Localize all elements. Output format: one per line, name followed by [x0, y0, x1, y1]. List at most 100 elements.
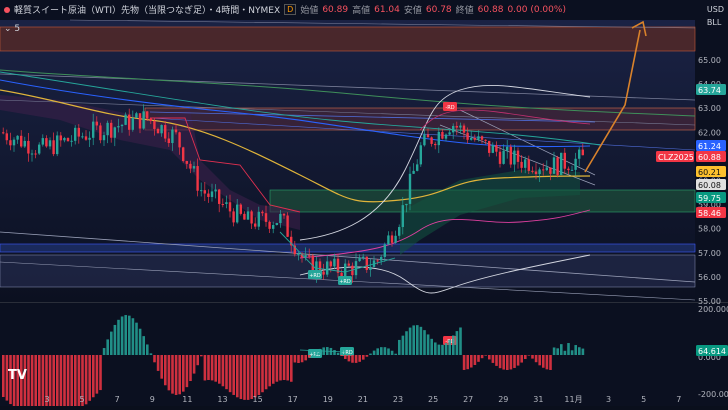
- histogram-bar: [160, 355, 163, 379]
- histogram-bar: [480, 355, 484, 359]
- candle-body: [171, 129, 174, 144]
- price-label: CLZ2025: [658, 153, 694, 162]
- candle-body: [462, 125, 466, 133]
- candle-body: [34, 153, 37, 155]
- price-label-bg: [696, 151, 726, 162]
- candle-body: [203, 190, 206, 194]
- candle-body: [38, 144, 41, 154]
- histogram-bar: [484, 355, 487, 356]
- histogram-bar: [84, 355, 88, 405]
- divergence-label: +RD: [309, 352, 321, 358]
- candle-body: [387, 235, 390, 245]
- price-tick: 58.00: [698, 225, 721, 234]
- histogram-bar: [419, 326, 423, 355]
- candle-body: [488, 140, 491, 153]
- histogram-bar: [9, 355, 12, 405]
- bollinger-upper: [299, 84, 591, 241]
- candle-body: [135, 113, 138, 118]
- histogram-bar: [272, 355, 275, 384]
- red-step-line: [150, 117, 301, 213]
- candle-body: [513, 150, 516, 165]
- price-label: 60.08: [698, 181, 721, 190]
- time-tick: 9: [150, 395, 155, 404]
- histogram-bar: [560, 344, 563, 355]
- candle-body: [304, 255, 307, 258]
- histogram-bar: [459, 327, 462, 355]
- time-tick: 11月: [564, 395, 582, 404]
- candle-body: [77, 127, 80, 137]
- candle-body: [113, 127, 116, 138]
- histogram-bar: [466, 355, 469, 370]
- candle-body: [2, 132, 5, 134]
- candle-body: [495, 145, 498, 152]
- histogram-bar: [473, 355, 477, 365]
- histogram-bar: [120, 316, 124, 355]
- histogram-bar: [153, 355, 156, 363]
- histogram-bar: [174, 355, 178, 395]
- histogram-bar: [520, 355, 523, 363]
- histogram-bar: [488, 355, 491, 360]
- histogram-bar: [48, 355, 52, 410]
- candle-body: [30, 153, 34, 155]
- candle-body: [282, 213, 286, 216]
- low-label: 安値: [403, 6, 422, 16]
- histogram-bar: [23, 355, 27, 410]
- divergence-label: +RD: [339, 279, 351, 285]
- histogram-bar: [178, 355, 181, 395]
- histogram-bar: [5, 355, 9, 401]
- divergence-line: [279, 231, 396, 273]
- osc-label: 64.614: [698, 347, 726, 356]
- candle-body: [275, 223, 278, 226]
- candle-body: [228, 202, 232, 212]
- time-tick: 19: [323, 395, 333, 404]
- histogram-bar: [30, 355, 34, 410]
- symbol-title[interactable]: 軽質スイート原油（WTI）先物（当限つなぎ足）・4時間・NYMEX: [14, 6, 281, 16]
- histogram-bar: [232, 355, 235, 395]
- histogram-bar: [300, 355, 304, 363]
- open-label: 始値: [300, 6, 319, 16]
- histogram-bar: [228, 355, 232, 393]
- histogram-bar: [142, 336, 145, 355]
- divergence-label: +RD: [341, 350, 353, 356]
- price-tick: 65.00: [698, 56, 721, 65]
- histogram-bar: [261, 355, 264, 393]
- candle-body: [358, 257, 361, 262]
- histogram-bar: [171, 355, 174, 394]
- histogram-bar: [513, 355, 516, 368]
- ma-green: [0, 69, 696, 117]
- price-label-bg: [696, 192, 726, 203]
- candle-body: [146, 111, 149, 119]
- histogram-bar: [34, 355, 37, 410]
- histogram-bar: [416, 325, 419, 355]
- histogram-bar: [41, 355, 45, 410]
- dividend-badge[interactable]: D: [284, 4, 297, 15]
- histogram-bar: [268, 355, 271, 387]
- projection-arrow: [584, 29, 641, 173]
- indicator-toggle[interactable]: ⌄ 5: [4, 24, 20, 34]
- histogram-bar: [95, 355, 99, 394]
- band-label[interactable]: BLL: [706, 18, 722, 27]
- candle-body: [560, 152, 563, 175]
- candle-body: [574, 158, 577, 170]
- histogram-bar: [437, 344, 441, 355]
- time-tick: 17: [288, 395, 298, 404]
- candle-body: [452, 126, 455, 133]
- histogram-bar: [106, 339, 109, 355]
- candle-body: [52, 140, 55, 155]
- histogram-bar: [297, 355, 300, 363]
- chevron-down-icon[interactable]: ⌄: [4, 24, 12, 34]
- currency-label[interactable]: USD: [706, 5, 724, 14]
- histogram-bar: [567, 343, 570, 355]
- histogram-bar: [380, 347, 383, 355]
- price-label: 63.74: [698, 86, 721, 95]
- candle-body: [196, 166, 199, 191]
- trend-line: [0, 231, 696, 283]
- histogram-bar: [527, 355, 531, 356]
- histogram-bar: [293, 355, 297, 363]
- histogram-bar: [405, 331, 408, 355]
- candle-body: [243, 213, 246, 220]
- resistance-zone-top: [0, 26, 696, 52]
- candle-body: [261, 211, 264, 214]
